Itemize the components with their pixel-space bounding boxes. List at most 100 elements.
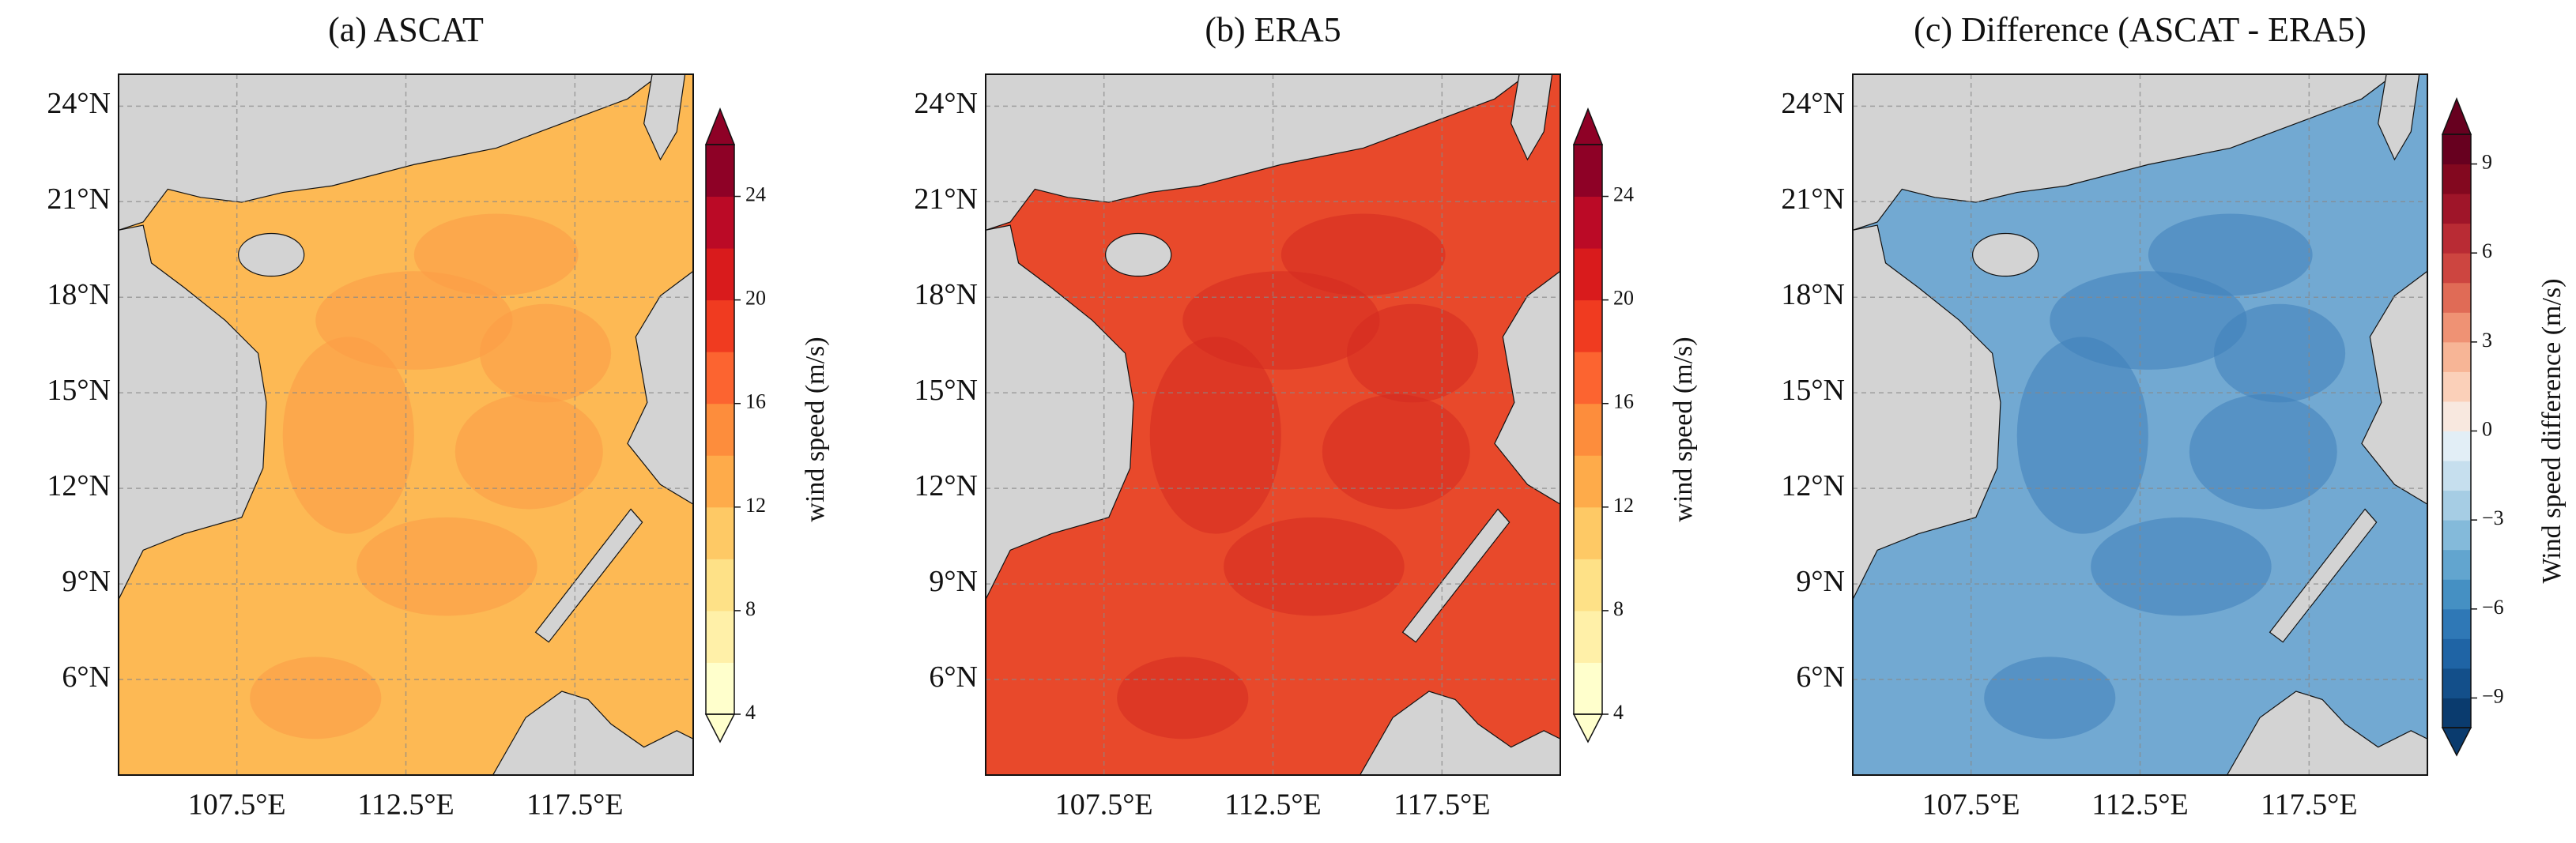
lat-tick-label: 18°N: [1781, 278, 1845, 311]
wind-blotch: [2189, 394, 2337, 510]
colorbar-tick-label: 12: [745, 494, 766, 517]
colorbar-band: [706, 248, 734, 301]
sea-pattern: [117, 73, 695, 776]
colorbar-band: [2442, 490, 2471, 521]
colorbar-extend: [704, 713, 736, 743]
colorbar-band: [1574, 248, 1602, 301]
colorbar-band: [2442, 549, 2471, 580]
colorbar-band: [2442, 401, 2471, 431]
lat-tick-label: 24°N: [914, 87, 978, 120]
colorbar-extend: [1572, 713, 1604, 743]
lat-tick-label: 9°N: [929, 565, 978, 598]
lat-tick-label: 15°N: [47, 374, 111, 407]
colorbar-tick-label: 3: [2482, 329, 2492, 352]
lat-tick-label: 18°N: [914, 278, 978, 311]
colorbar-band: [706, 299, 734, 352]
lat-tick-label: 6°N: [929, 660, 978, 694]
lon-tick-label: 112.5°E: [357, 788, 454, 822]
colorbar-band: [1574, 196, 1602, 249]
colorbar-band: [2442, 461, 2471, 491]
colorbar-band: [2442, 223, 2471, 254]
colorbar-band: [706, 403, 734, 456]
sea-pattern: [984, 73, 1562, 776]
wind-blotch: [356, 517, 537, 616]
wind-blotch: [2148, 213, 2313, 296]
lon-tick-label: 117.5°E: [526, 788, 624, 822]
wind-blotch: [1984, 657, 2116, 740]
colorbar-band: [2442, 371, 2471, 402]
colorbar-band: [2442, 520, 2471, 551]
colorbar-band: [1574, 455, 1602, 508]
wind-blotch: [1224, 517, 1405, 616]
colorbar-tick-label: 24: [1613, 183, 1634, 206]
colorbar-label: wind speed (m/s): [801, 337, 830, 521]
colorbar-tick-label: 16: [745, 390, 766, 413]
lat-tick-label: 12°N: [914, 469, 978, 502]
colorbar-tick-label: −6: [2482, 596, 2504, 619]
colorbar-band: [2442, 638, 2471, 669]
lon-tick-label: 112.5°E: [1224, 788, 1322, 822]
wind-blotch: [1322, 394, 1470, 510]
colorbar-frame: [1573, 144, 1603, 715]
colorbar-band: [1574, 352, 1602, 405]
lon-tick-label: 107.5°E: [1055, 788, 1153, 822]
colorbar-band: [2442, 698, 2471, 728]
colorbar-extend: [2441, 96, 2472, 135]
panel-title: (b) ERA5: [1205, 10, 1341, 49]
lat-tick-label: 15°N: [1781, 374, 1845, 407]
colorbar-band: [2442, 608, 2471, 639]
lat-tick-label: 24°N: [47, 87, 111, 120]
colorbar-band: [2442, 282, 2471, 313]
lon-tick-label: 107.5°E: [1922, 788, 2020, 822]
colorbar-band: [2442, 164, 2471, 194]
wind-blotch: [479, 303, 612, 403]
colorbar-band: [1574, 662, 1602, 715]
panel-title: (c) Difference (ASCAT - ERA5): [1914, 10, 2367, 49]
lat-tick-label: 12°N: [1781, 469, 1845, 502]
lon-tick-label: 117.5°E: [1394, 788, 1491, 822]
colorbar-tick-label: 6: [2482, 239, 2492, 262]
colorbar-tick-label: 8: [745, 597, 756, 620]
colorbar-band: [1574, 403, 1602, 456]
colorbar-label: Wind speed difference (m/s): [2537, 278, 2567, 583]
colorbar-tick-label: 8: [1613, 597, 1624, 620]
wind-blotch: [1117, 657, 1249, 740]
colorbar-band: [706, 196, 734, 249]
colorbar-tick-label: 20: [1613, 287, 1634, 310]
colorbar-band: [2442, 134, 2471, 165]
colorbar-band: [2442, 668, 2471, 698]
map-frame: [1852, 73, 2428, 776]
colorbar-band: [706, 610, 734, 663]
map-frame: [118, 73, 694, 776]
colorbar-tick-label: −9: [2482, 684, 2504, 707]
wind-blotch: [454, 394, 603, 510]
colorbar-band: [2442, 253, 2471, 284]
lat-tick-label: 12°N: [47, 469, 111, 502]
wind-blotch: [2016, 337, 2148, 534]
lat-tick-label: 9°N: [62, 565, 111, 598]
colorbar-tick-label: 0: [2482, 417, 2492, 440]
wind-blotch: [250, 657, 382, 740]
wind-blotch: [1346, 303, 1479, 403]
lat-tick-label: 15°N: [914, 374, 978, 407]
colorbar-band: [706, 145, 734, 198]
colorbar-band: [706, 352, 734, 405]
colorbar-tick-label: −3: [2482, 506, 2504, 529]
wind-blotch: [282, 337, 414, 534]
lat-tick-label: 21°N: [914, 183, 978, 216]
colorbar-band: [706, 662, 734, 715]
lon-tick-label: 107.5°E: [188, 788, 286, 822]
wind-blotch: [2213, 303, 2346, 403]
lon-tick-label: 112.5°E: [2091, 788, 2189, 822]
colorbar-tick-label: 9: [2482, 151, 2492, 174]
sea-pattern: [1851, 73, 2429, 776]
lon-tick-label: 117.5°E: [2261, 788, 2358, 822]
colorbar-band: [1574, 145, 1602, 198]
lat-tick-label: 9°N: [1796, 565, 1845, 598]
colorbar-frame: [705, 144, 735, 715]
map-frame: [985, 73, 1561, 776]
colorbar-label: wind speed (m/s): [1669, 337, 1698, 521]
colorbar-band: [706, 455, 734, 508]
colorbar-tick-label: 24: [745, 183, 766, 206]
